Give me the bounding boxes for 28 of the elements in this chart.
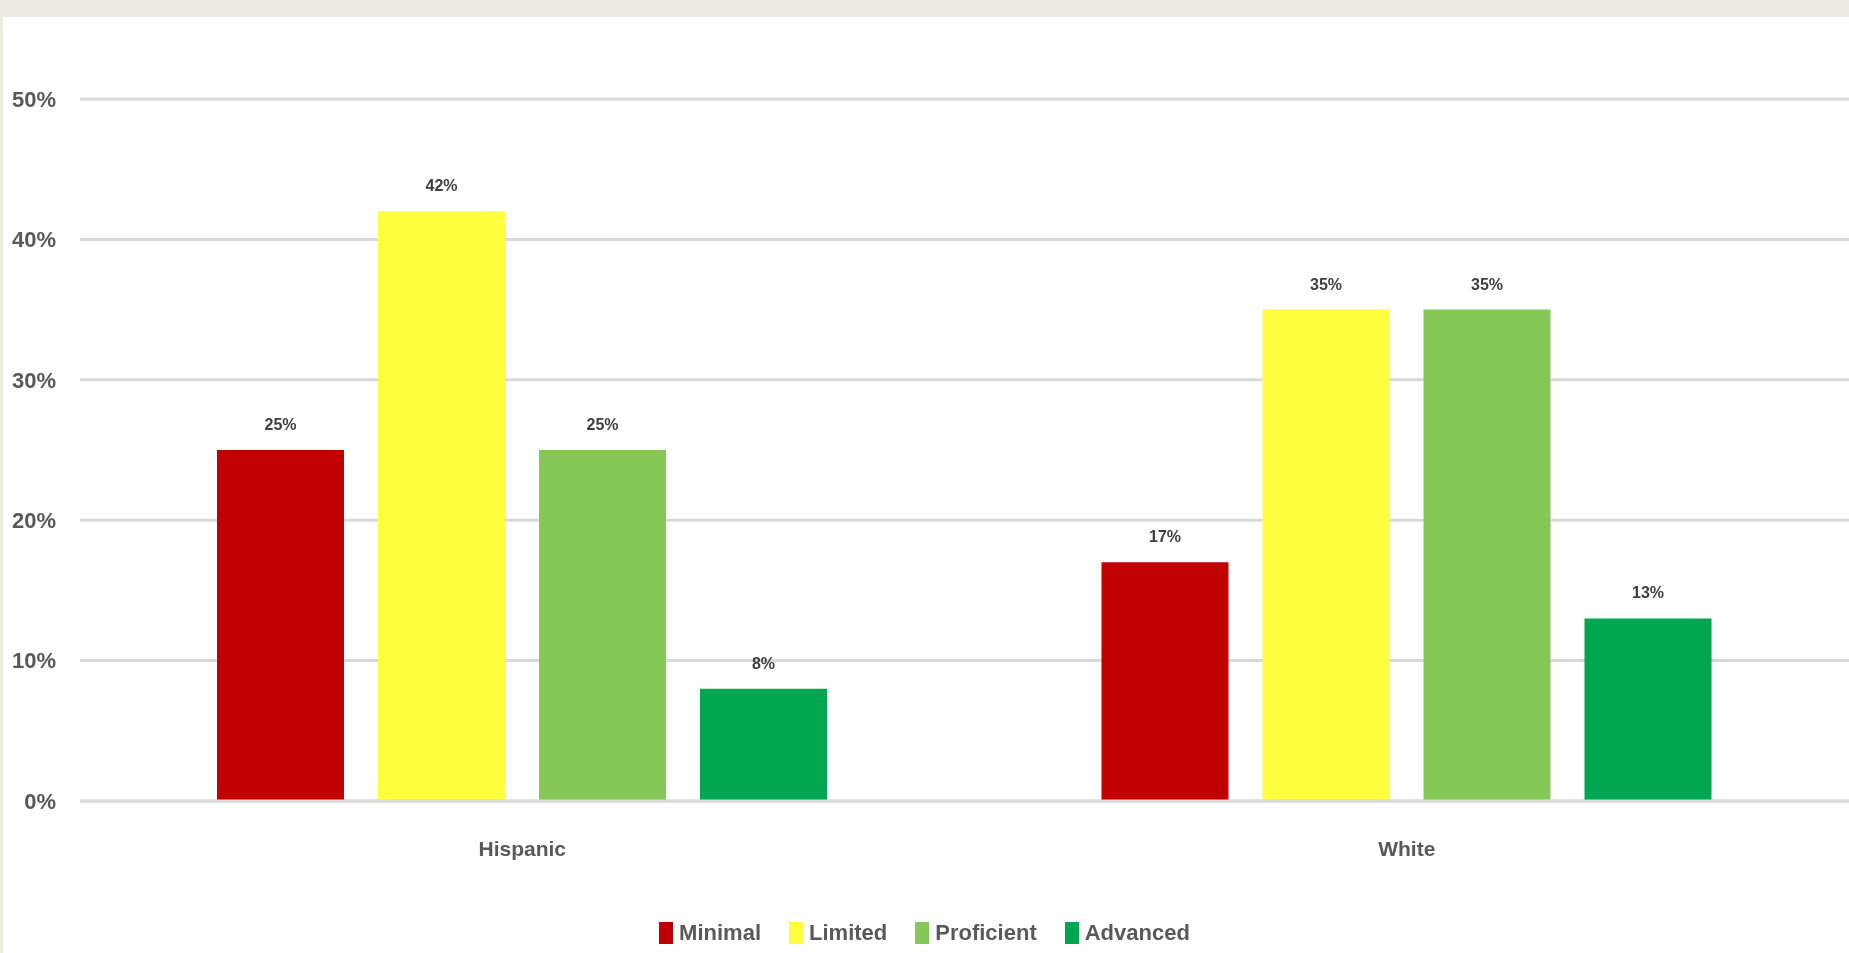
- data-label: 25%: [264, 416, 297, 433]
- bar: [1262, 309, 1390, 801]
- data-label: 17%: [1148, 528, 1182, 546]
- y-tick-label: 10%: [11, 648, 56, 674]
- data-label: 35%: [1470, 275, 1504, 293]
- data-label: 42%: [425, 177, 458, 195]
- bar: [217, 450, 344, 801]
- x-tick-label: Hispanic: [478, 836, 567, 860]
- y-tick-label: 40%: [11, 227, 56, 253]
- y-tick-label: 50%: [11, 86, 56, 112]
- y-tick-label: 0%: [24, 788, 56, 814]
- legend-label: Advanced: [1084, 920, 1190, 946]
- bar: [1584, 618, 1712, 801]
- legend-label: Proficient: [935, 920, 1037, 946]
- data-label: 25%: [586, 416, 619, 433]
- y-tick-label: 30%: [11, 367, 56, 393]
- bar: [700, 688, 827, 801]
- legend-label: Limited: [809, 920, 888, 946]
- data-label: 35%: [1309, 275, 1343, 293]
- bar: [1101, 562, 1229, 801]
- bar: [378, 211, 505, 801]
- bar: [539, 450, 666, 801]
- y-tick-label: 20%: [11, 508, 56, 534]
- x-tick-label: White: [1378, 836, 1436, 860]
- data-label: 13%: [1631, 584, 1665, 602]
- data-label: 8%: [751, 654, 776, 672]
- legend-label: Minimal: [679, 920, 762, 946]
- bar: [1423, 309, 1551, 801]
